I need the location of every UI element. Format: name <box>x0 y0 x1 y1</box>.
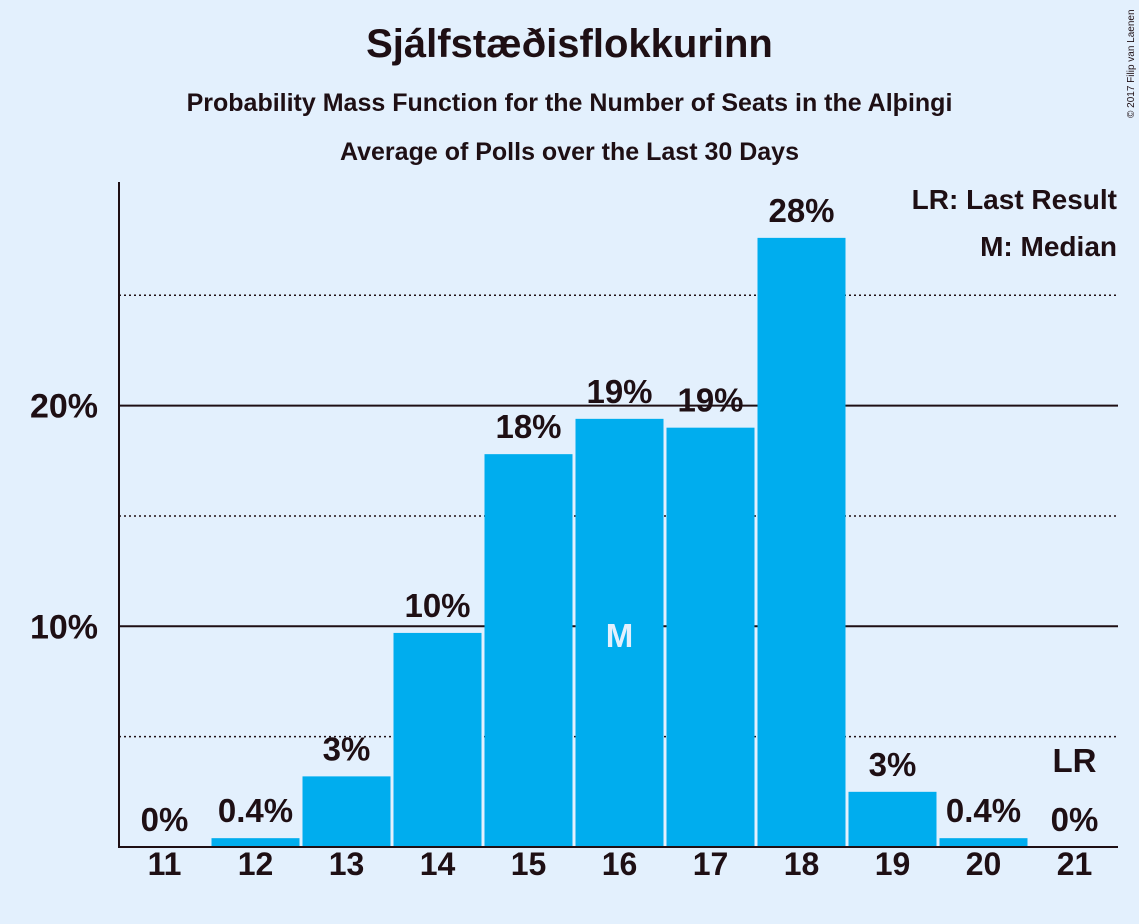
bar <box>666 427 755 847</box>
bar-value-label: 19% <box>677 382 743 419</box>
bar-value-label: 10% <box>404 587 470 624</box>
legend-last-result: LR: Last Result <box>912 184 1117 215</box>
chart-subtitle: Probability Mass Function for the Number… <box>186 89 953 117</box>
bar <box>939 838 1028 847</box>
bar <box>302 776 391 847</box>
chart-subtitle-polls: Average of Polls over the Last 30 Days <box>340 138 799 166</box>
chart-title: Sjálfstæðisflokkurinn <box>366 22 773 66</box>
x-tick-label: 17 <box>693 846 729 882</box>
x-tick-label: 18 <box>784 846 820 882</box>
median-marker: M <box>606 617 634 654</box>
x-tick-label: 16 <box>602 846 638 882</box>
bar-value-label: 18% <box>495 408 561 445</box>
bar <box>757 237 846 848</box>
x-tick-label: 14 <box>420 846 456 882</box>
bar-value-label: 0% <box>141 801 189 838</box>
x-tick-label: 15 <box>511 846 547 882</box>
y-tick-label: 10% <box>30 608 98 646</box>
bar <box>211 838 300 847</box>
bar-value-label: 3% <box>869 746 917 783</box>
legend-median: M: Median <box>980 231 1117 262</box>
x-tick-label: 12 <box>238 846 274 882</box>
bar <box>575 418 664 847</box>
last-result-marker: LR <box>1053 742 1097 779</box>
x-tick-label: 19 <box>875 846 911 882</box>
bar-value-label: 0.4% <box>218 792 293 829</box>
x-tick-label: 11 <box>148 846 182 882</box>
bar-value-label: 19% <box>586 373 652 410</box>
bar <box>848 791 937 847</box>
bar <box>484 454 573 847</box>
bar-value-label: 0% <box>1051 801 1099 838</box>
bar-value-label: 28% <box>768 192 834 229</box>
x-tick-label: 21 <box>1057 846 1093 882</box>
x-tick-label: 13 <box>329 846 365 882</box>
y-tick-label: 20% <box>30 388 98 426</box>
bar-value-label: 0.4% <box>946 792 1021 829</box>
bar-value-label: 3% <box>323 730 371 767</box>
bar <box>393 632 482 847</box>
x-tick-label: 20 <box>966 846 1002 882</box>
